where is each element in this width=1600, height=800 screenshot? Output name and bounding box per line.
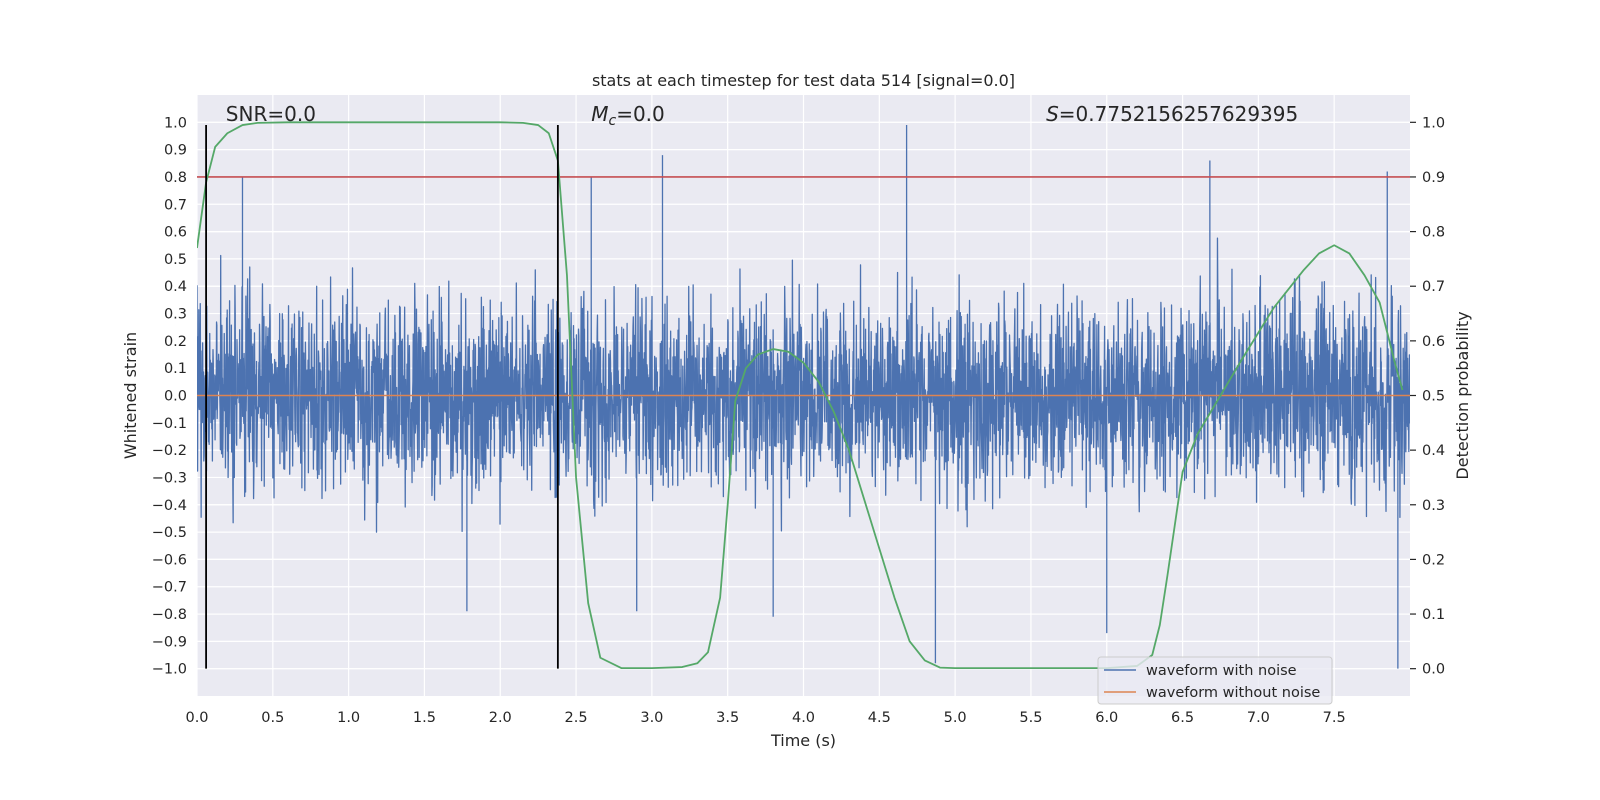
x-tick-label: 0.5 [261,710,284,726]
y-left-tick-label: 0.6 [164,225,187,241]
x-tick-label: 4.0 [792,710,815,726]
x-tick-label: 7.0 [1247,710,1270,726]
x-tick-label: 4.5 [868,710,891,726]
y-left-tick-label: −0.3 [152,470,187,486]
y-right-tick-label: 0.6 [1422,334,1445,350]
y-left-tick-label: −0.6 [152,552,187,568]
plot-data-area [197,121,1410,670]
y-right-tick-label: 1.0 [1422,115,1445,131]
y-left-tick-label: −0.8 [152,607,187,623]
x-tick-label: 7.5 [1323,710,1346,726]
x-axis-label: Time (s) [770,731,836,750]
y-axis-right-label: Detection probability [1453,311,1472,479]
x-tick-label: 1.0 [337,710,360,726]
legend: waveform with noise waveform without noi… [1097,656,1333,705]
y-left-tick-label: 0.1 [164,361,187,377]
y-left-tick-label: 0.0 [164,389,187,405]
y-right-tick-label: 0.2 [1422,552,1445,568]
y-right-tick-label: 0.8 [1422,225,1445,241]
chart-title: stats at each timestep for test data 514… [592,71,1015,90]
y-left-tick-label: 0.5 [164,252,187,268]
chirp-mass-annotation: Mc=0.0 [591,102,665,129]
legend-box [1097,656,1333,705]
y-left-tick-label: 0.3 [164,307,187,323]
series-waveform-with-noise [197,125,1410,669]
y-left-tick-label: 0.4 [164,279,187,295]
y-axis-left-label: Whitened strain [121,332,140,459]
x-tick-label: 2.0 [489,710,512,726]
axes: 0.0 0.5 1.0 1.5 2.0 2.5 3.0 3.5 4.0 4.5 5.0 5.5 6.0 6… [152,115,1445,726]
y-left-tick-label: 0.2 [164,334,187,350]
chirp-mass-subscript: c [608,113,616,129]
chirp-mass-symbol: M [591,102,608,126]
y-left-tick-label: −0.9 [152,634,187,650]
y-left-tick-label: 1.0 [164,115,187,131]
y-left-tick-label: −1.0 [152,662,187,678]
y-right-tick-label: 0.4 [1422,443,1445,459]
legend-label-waveform-without-noise: waveform without noise [1146,685,1320,701]
x-tick-label: 5.5 [1019,710,1042,726]
y-right-tick-label: 0.0 [1422,662,1445,678]
y-left-tick-label: −0.2 [152,443,187,459]
x-tick-label: 0.0 [185,710,208,726]
y-left-tick-label: −0.5 [152,525,187,541]
s-score-symbol: S [1046,102,1059,126]
y-right-tick-label: 0.3 [1422,498,1445,514]
x-tick-label: 6.5 [1171,710,1194,726]
y-right-tick-label: 0.1 [1422,607,1445,623]
y-left-tick-label: 0.8 [164,170,187,186]
y-right-tick-label: 0.5 [1422,389,1445,405]
y-left-tick-label: −0.4 [152,498,187,514]
chirp-mass-value: =0.0 [616,102,665,126]
s-score-value: =0.7752156257629395 [1059,102,1298,126]
x-tick-label: 3.0 [640,710,663,726]
y-left-tick-label: −0.1 [152,416,187,432]
x-tick-label: 2.5 [565,710,588,726]
x-tick-label: 1.5 [413,710,436,726]
y-left-tick-label: 0.9 [164,143,187,159]
s-score-annotation: S=0.7752156257629395 [1046,102,1298,126]
series-detection-probability [197,121,1404,670]
y-left-tick-label: 0.7 [164,197,187,213]
x-tick-label: 5.0 [944,710,967,726]
legend-label-waveform-with-noise: waveform with noise [1146,663,1297,679]
x-tick-label: 6.0 [1095,710,1118,726]
y-left-tick-label: −0.7 [152,580,187,596]
y-right-tick-label: 0.9 [1422,170,1445,186]
snr-annotation: SNR=0.0 [226,102,316,126]
y-right-tick-label: 0.7 [1422,279,1445,295]
x-tick-label: 3.5 [716,710,739,726]
